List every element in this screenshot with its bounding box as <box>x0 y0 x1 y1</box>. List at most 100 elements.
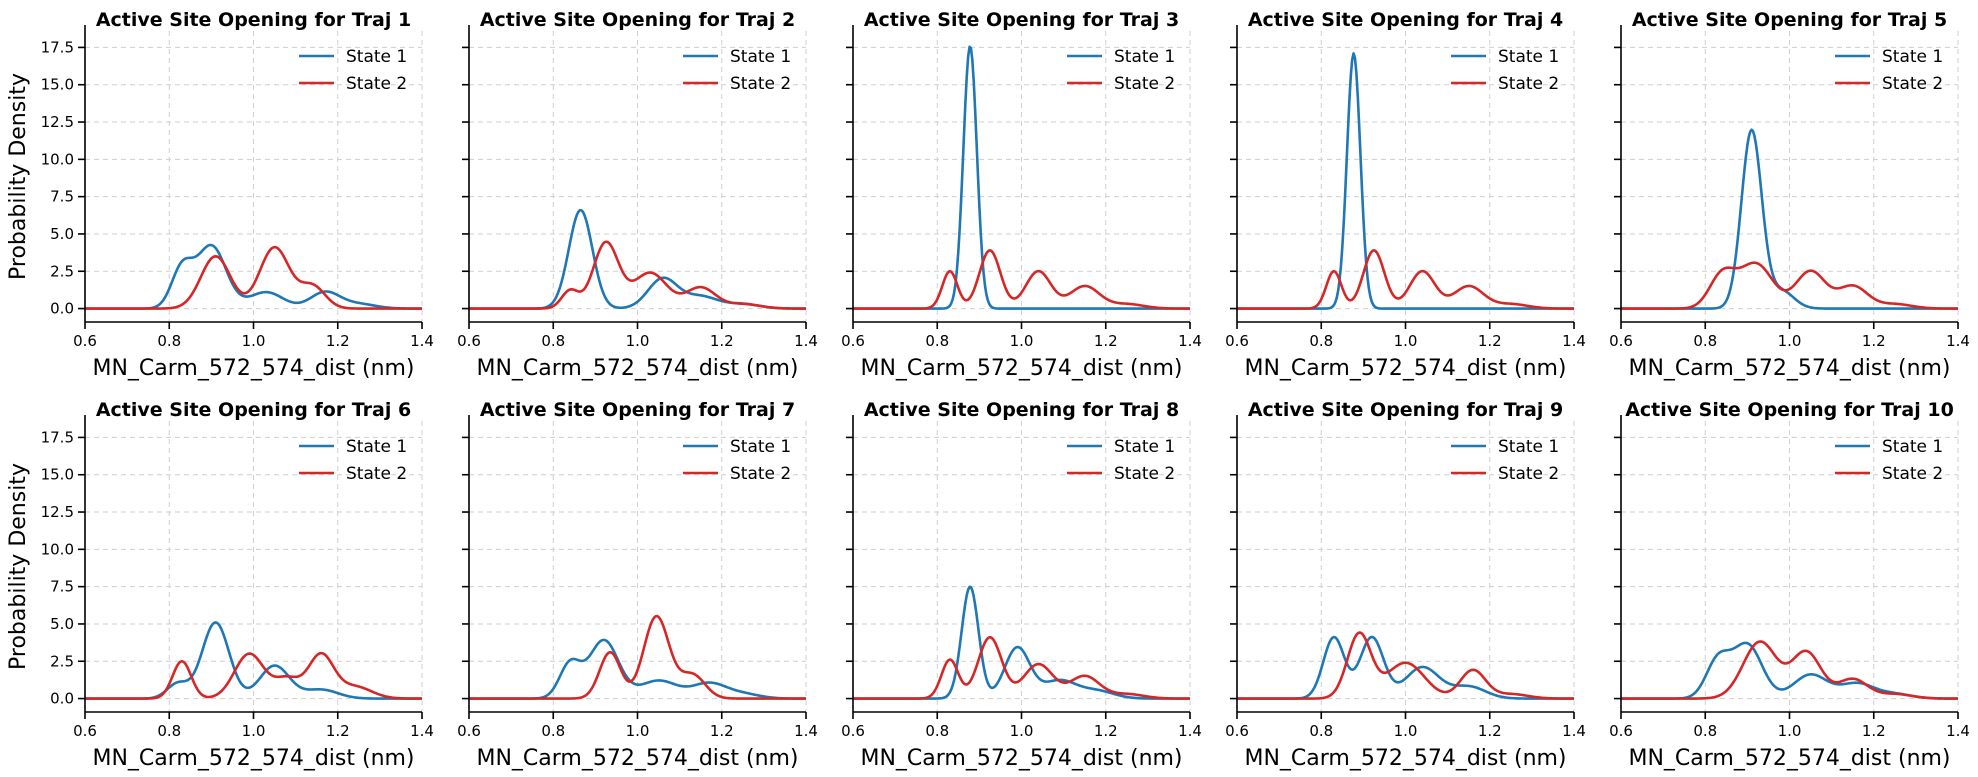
legend: State 1 State 2 <box>299 437 407 484</box>
legend-label: State 2 <box>346 74 407 94</box>
legend-label: State 2 <box>730 464 791 484</box>
subplot-traj-9: 0.6 0.8 1.0 1.2 1.4 Active Site Opening for T… <box>1225 399 1586 771</box>
subplot-title: Active Site Opening for Traj 9 <box>1248 399 1563 421</box>
x-axis-label: MN_Carm_572_574_dist (nm) <box>860 746 1182 771</box>
x-tick-label: 1.2 <box>326 332 350 350</box>
legend-label: State 2 <box>1114 464 1175 484</box>
x-tick-label: 0.6 <box>73 332 97 350</box>
x-tick-label: 0.6 <box>1225 722 1249 740</box>
x-tick-label: 0.6 <box>841 722 865 740</box>
series-line-state-1 <box>1621 128 1958 310</box>
x-tick-label: 0.6 <box>457 332 481 350</box>
x-tick-label: 0.8 <box>157 332 181 350</box>
x-tick-label: 1.0 <box>1394 332 1418 350</box>
x-tick-label: 1.0 <box>1778 332 1802 350</box>
subplot-title: Active Site Opening for Traj 3 <box>864 9 1179 31</box>
x-tick-label: 1.2 <box>710 722 734 740</box>
legend-label: State 2 <box>1114 74 1175 94</box>
x-tick-label: 0.8 <box>925 332 949 350</box>
y-tick-label: 0.0 <box>50 300 74 318</box>
y-tick-label: 2.5 <box>50 652 74 670</box>
legend-label: State 2 <box>346 464 407 484</box>
y-tick-label: 10.0 <box>41 150 74 168</box>
x-tick-label: 1.4 <box>1178 332 1202 350</box>
x-tick-label: 1.0 <box>1010 722 1034 740</box>
legend: State 1 State 2 <box>1067 47 1175 94</box>
subplot-traj-5: 0.6 0.8 1.0 1.2 1.4 Active Site Opening for T… <box>1609 9 1970 381</box>
subplot-title: Active Site Opening for Traj 1 <box>96 9 411 31</box>
subplot-title: Active Site Opening for Traj 6 <box>96 399 411 421</box>
x-tick-label: 1.4 <box>410 332 434 350</box>
series-line-state-2 <box>853 249 1191 310</box>
y-axis-label: Probability Density <box>6 463 31 670</box>
y-tick-label: 10.0 <box>41 540 74 558</box>
x-axis-label: MN_Carm_572_574_dist (nm) <box>860 356 1182 381</box>
y-tick-label: 5.0 <box>50 225 74 243</box>
legend-label: State 1 <box>730 437 791 457</box>
x-tick-label: 1.2 <box>1862 722 1886 740</box>
subplot-traj-2: 0.6 0.8 1.0 1.2 1.4 Active Site Opening for T… <box>457 9 818 381</box>
x-tick-label: 0.8 <box>1693 722 1717 740</box>
subplot-traj-8: 0.6 0.8 1.0 1.2 1.4 Active Site Opening for T… <box>841 399 1202 771</box>
x-tick-label: 0.8 <box>541 722 565 740</box>
y-tick-label: 2.5 <box>50 262 74 280</box>
x-tick-label: 1.2 <box>710 332 734 350</box>
series-line-state-2 <box>85 651 423 700</box>
series-line-state-1 <box>85 621 422 700</box>
x-tick-label: 1.0 <box>626 722 650 740</box>
x-tick-label: 1.0 <box>1394 722 1418 740</box>
y-tick-label: 17.5 <box>41 38 74 56</box>
x-tick-label: 1.4 <box>1562 332 1586 350</box>
x-tick-label: 0.8 <box>541 332 565 350</box>
x-axis-label: MN_Carm_572_574_dist (nm) <box>476 356 798 381</box>
legend-label: State 2 <box>1498 74 1559 94</box>
x-tick-label: 1.4 <box>1946 722 1970 740</box>
y-tick-label: 5.0 <box>50 615 74 633</box>
x-tick-label: 1.0 <box>242 332 266 350</box>
y-tick-label: 17.5 <box>41 428 74 446</box>
series-line-state-1 <box>1621 641 1959 700</box>
y-tick-label: 15.0 <box>41 466 74 484</box>
x-tick-label: 1.4 <box>410 722 434 740</box>
subplot-traj-10: 0.6 0.8 1.0 1.2 1.4 Active Site Opening for T… <box>1609 399 1970 771</box>
x-tick-label: 0.6 <box>1225 332 1249 350</box>
subplot-title: Active Site Opening for Traj 2 <box>480 9 795 31</box>
subplot-title: Active Site Opening for Traj 8 <box>864 399 1179 421</box>
series-line-state-2 <box>1621 640 1959 700</box>
subplot-traj-6: 0.6 0.8 1.0 1.2 1.4 0.0 2.5 5.0 7.5 10.0 12.5 15.0 1… <box>6 399 434 771</box>
y-tick-label: 0.0 <box>50 690 74 708</box>
x-axis-label: MN_Carm_572_574_dist (nm) <box>1628 746 1950 771</box>
x-tick-label: 1.0 <box>242 722 266 740</box>
x-tick-label: 1.2 <box>326 722 350 740</box>
legend-label: State 2 <box>730 74 791 94</box>
subplot-traj-7: 0.6 0.8 1.0 1.2 1.4 Active Site Opening for T… <box>457 399 818 771</box>
legend-label: State 1 <box>346 437 407 457</box>
legend: State 1 State 2 <box>1451 47 1559 94</box>
x-tick-label: 0.6 <box>841 332 865 350</box>
legend: State 1 State 2 <box>1067 437 1175 484</box>
series-line-state-2 <box>469 240 807 310</box>
x-tick-label: 1.4 <box>1562 722 1586 740</box>
legend-label: State 1 <box>1498 47 1559 67</box>
x-tick-label: 1.4 <box>794 722 818 740</box>
y-tick-label: 12.5 <box>41 113 74 131</box>
x-tick-label: 1.2 <box>1094 722 1118 740</box>
legend-label: State 1 <box>1114 437 1175 457</box>
legend: State 1 State 2 <box>683 47 791 94</box>
x-tick-label: 1.4 <box>794 332 818 350</box>
y-tick-label: 7.5 <box>50 578 74 596</box>
x-tick-label: 1.2 <box>1478 722 1502 740</box>
legend: State 1 State 2 <box>683 437 791 484</box>
series-line-state-2 <box>1237 631 1575 700</box>
x-axis-label: MN_Carm_572_574_dist (nm) <box>92 356 414 381</box>
subplot-traj-1: 0.6 0.8 1.0 1.2 1.4 0.0 2.5 5.0 7.5 10.0 12.5 15.0 1… <box>6 9 434 381</box>
series-line-state-2 <box>1621 261 1959 310</box>
legend: State 1 State 2 <box>1835 47 1943 94</box>
x-tick-label: 0.8 <box>925 722 949 740</box>
series-line-state-2 <box>85 245 422 310</box>
series-line-state-2 <box>1237 249 1575 310</box>
x-tick-label: 1.2 <box>1094 332 1118 350</box>
x-axis-label: MN_Carm_572_574_dist (nm) <box>1628 356 1950 381</box>
x-axis-label: MN_Carm_572_574_dist (nm) <box>1244 746 1566 771</box>
